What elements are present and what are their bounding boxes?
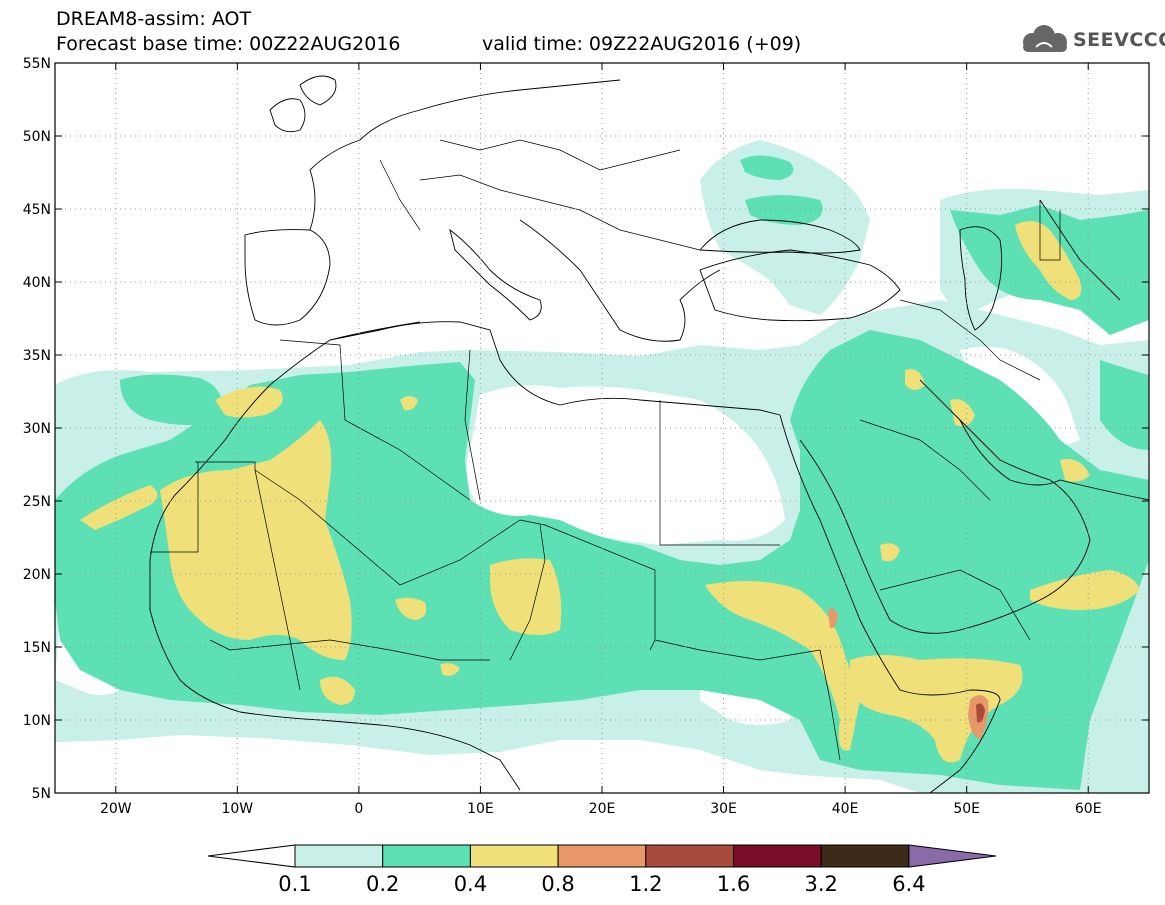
colorbar-label: 3.2 — [804, 872, 838, 896]
colorbar-label: 0.8 — [541, 872, 575, 896]
colorbar-segment — [469, 844, 559, 868]
lat-label: 40N — [23, 275, 51, 291]
lon-label: 10W — [221, 801, 253, 817]
lon-label: 20E — [589, 801, 616, 817]
colorbar-segment — [733, 844, 822, 868]
colorbar-segment — [557, 844, 647, 868]
lat-label: 45N — [23, 202, 51, 218]
colorbar-label: 6.4 — [892, 872, 926, 896]
borders — [150, 139, 1061, 761]
cloud-icon — [1023, 25, 1067, 52]
colorbar-label: 1.6 — [716, 872, 751, 896]
valid-time: valid time: 09Z22AUG2016 (+09) — [482, 33, 802, 55]
lat-label: 35N — [23, 348, 51, 364]
lon-label: 40E — [832, 801, 859, 817]
lat-label: 15N — [23, 640, 51, 656]
lat-label: 50N — [23, 129, 51, 145]
aot-fields — [55, 75, 1149, 793]
lat-label: 25N — [23, 494, 51, 510]
lon-label: 30E — [710, 801, 737, 817]
lon-label: 60E — [1075, 801, 1102, 817]
colorbar — [207, 844, 996, 868]
lat-label: 55N — [23, 56, 51, 72]
map-title: DREAM8-assim: AOT — [56, 8, 252, 30]
lon-label: 10E — [467, 801, 494, 817]
lat-label: 10N — [23, 713, 51, 729]
aot-field-0-4 — [80, 221, 1140, 763]
colorbar-label: 0.4 — [453, 872, 488, 896]
lon-label: 20W — [100, 801, 132, 817]
aot-field-1-2 — [976, 703, 985, 723]
colorbar-segment — [645, 844, 734, 868]
lon-labels: 20W 10W 0 10E 20E 30E 40E 50E 60E — [100, 801, 1102, 817]
colorbar-segment — [382, 844, 471, 868]
lat-label: 5N — [32, 786, 51, 802]
colorbar-label: 0.2 — [365, 872, 400, 896]
colorbar-label: 1.2 — [629, 872, 663, 896]
axis-ticks — [55, 62, 1149, 794]
colorbar-segment — [294, 844, 384, 868]
logo-text: SEEVCCC — [1073, 29, 1165, 51]
lon-label: 50E — [953, 801, 980, 817]
lat-label: 30N — [23, 421, 51, 437]
colorbar-label: 0.1 — [278, 872, 312, 896]
colorbar-left-arrow — [207, 844, 296, 868]
lat-label: 20N — [23, 567, 51, 583]
graticule — [55, 63, 1149, 793]
lon-label: 0 — [354, 801, 363, 817]
forecast-base-time: Forecast base time: 00Z22AUG2016 — [56, 33, 401, 55]
colorbar-segment — [820, 844, 910, 868]
colorbar-right-arrow — [908, 844, 996, 868]
coastlines — [149, 75, 1149, 793]
lat-labels: 55N 50N 45N 40N 35N 30N 25N 20N 15N 10N 5N — [23, 56, 51, 802]
